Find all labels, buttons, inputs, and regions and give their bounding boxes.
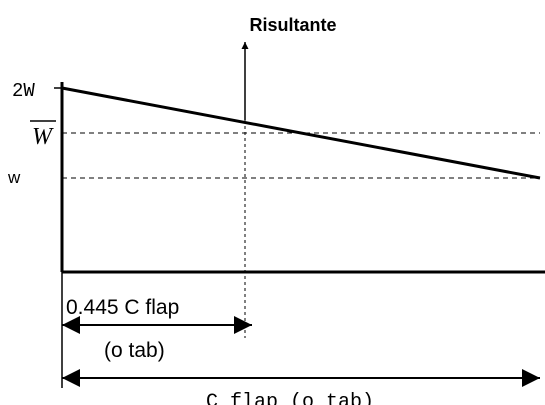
- dimension-label: (o tab): [104, 339, 165, 362]
- title: Risultante: [249, 15, 336, 35]
- dimension-label: 0.445 C flap: [66, 296, 179, 319]
- chord-label: C flap (o tab): [206, 391, 374, 405]
- label-w: w: [7, 168, 21, 187]
- label-2w: 2W: [12, 80, 35, 102]
- label-mean-w: W: [32, 124, 54, 150]
